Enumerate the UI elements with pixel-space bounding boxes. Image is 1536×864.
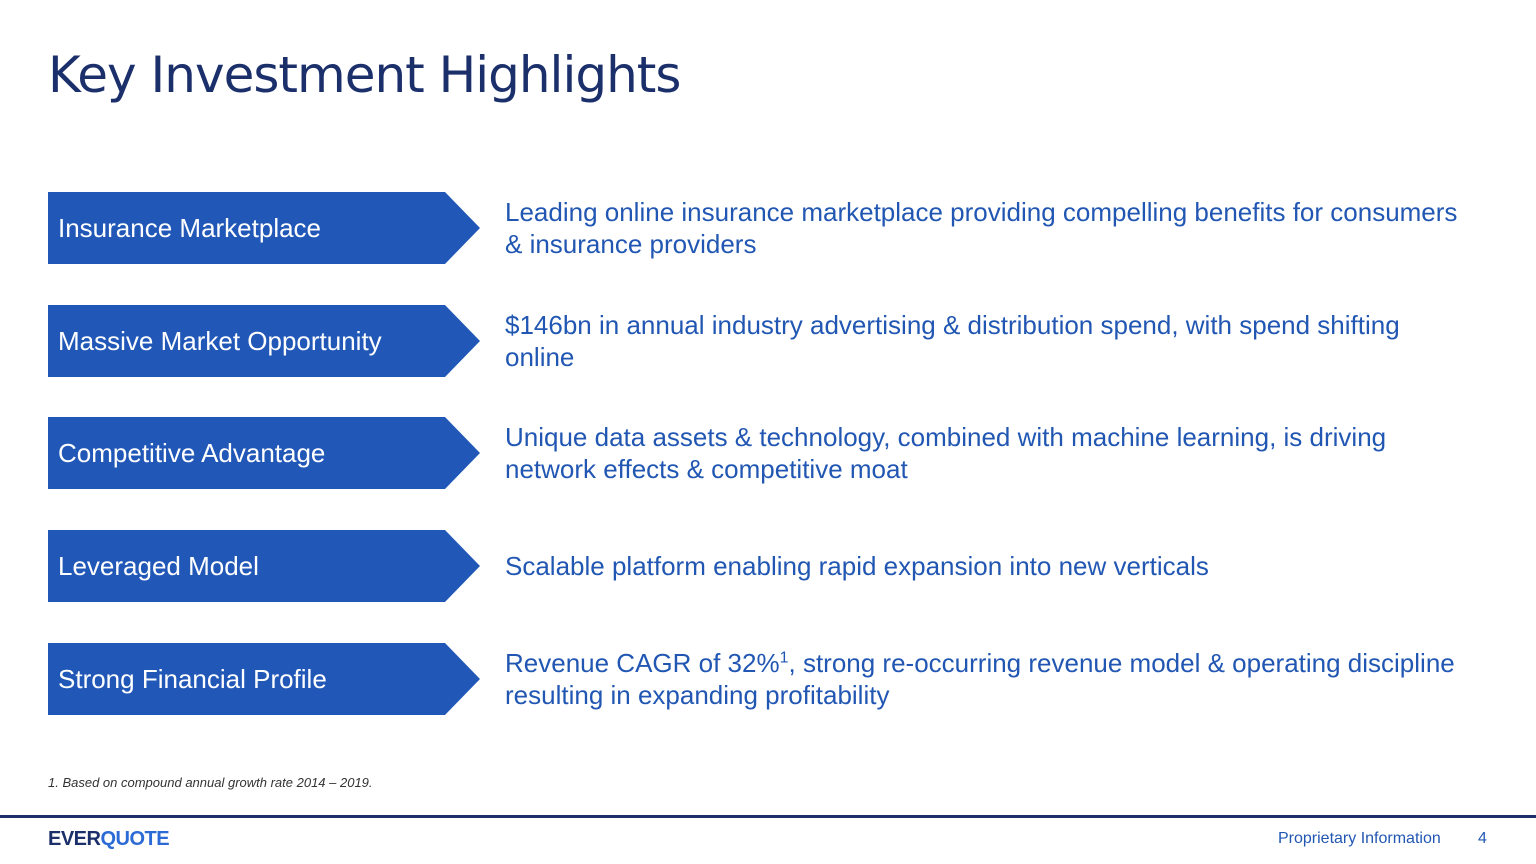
- logo: EVERQUOTE: [48, 828, 170, 851]
- logo-part: EVER: [48, 828, 101, 850]
- highlight-row: Massive Market Opportunity $146bn in annu…: [48, 304, 1488, 377]
- tag-shape: [48, 417, 480, 490]
- tag-shape: [48, 192, 480, 264]
- highlight-tag: Competitive Advantage: [48, 417, 480, 490]
- description-text: , strong re-occurring revenue model & op…: [505, 647, 1455, 710]
- page-number: 4: [1478, 830, 1487, 847]
- highlight-tag: Insurance Marketplace: [48, 192, 480, 264]
- description-text: Scalable platform enabling rapid expansi…: [505, 551, 1209, 582]
- highlight-row: Competitive Advantage Unique data assets …: [48, 417, 1488, 490]
- highlight-description: Scalable platform enabling rapid expansi…: [505, 550, 1465, 582]
- highlight-description: Unique data assets & technology, combine…: [505, 421, 1465, 485]
- highlight-tag: Massive Market Opportunity: [48, 304, 480, 377]
- highlight-description: Leading online insurance marketplace pro…: [505, 196, 1465, 260]
- description-text: $146bn in annual industry advertising & …: [505, 309, 1400, 372]
- footer-label: Proprietary Information: [1278, 830, 1441, 847]
- footnote-ref: 1: [779, 649, 789, 667]
- highlight-row: Strong Financial Profile Revenue CAGR of …: [48, 642, 1488, 715]
- description-text: Leading online insurance marketplace pro…: [505, 197, 1458, 259]
- tag-label: Insurance Marketplace: [58, 213, 322, 243]
- highlight-description: Revenue CAGR of 32%1, strong re-occurrin…: [505, 647, 1465, 711]
- tag-label: Massive Market Opportunity: [58, 325, 382, 356]
- logo-part: QUOTE: [100, 828, 170, 850]
- highlight-row: Leveraged Model Scalable platform enablin…: [48, 530, 1488, 603]
- footer-rule: [0, 815, 1536, 818]
- description-text: Revenue CAGR of 32%: [505, 647, 780, 678]
- tag-label: Leveraged Model: [58, 551, 259, 582]
- tag-shape: [48, 642, 480, 715]
- tag-shape: [48, 530, 480, 603]
- tag-label: Strong Financial Profile: [58, 663, 327, 694]
- highlight-tag: Leveraged Model: [48, 530, 480, 603]
- highlight-description: $146bn in annual industry advertising & …: [505, 309, 1465, 373]
- highlight-row: Insurance Marketplace Leading online insu…: [48, 192, 1488, 264]
- highlight-tag: Strong Financial Profile: [48, 642, 480, 715]
- tag-shape: [48, 304, 480, 377]
- tag-label: Competitive Advantage: [58, 438, 326, 469]
- description-text: Unique data assets & technology, combine…: [505, 422, 1387, 485]
- footnote: 1. Based on compound annual growth rate …: [48, 775, 373, 790]
- slide-title: Key Investment Highlights: [48, 46, 681, 104]
